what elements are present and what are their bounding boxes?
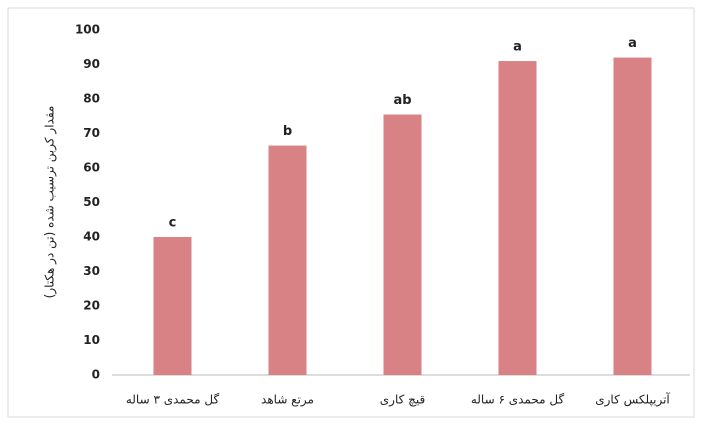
x-tick-label: گل محمدی ۳ ساله: [126, 393, 220, 407]
x-tick-label: قیچ کاری: [380, 393, 425, 408]
y-tick-label: 50: [83, 195, 100, 209]
bar: [383, 114, 422, 376]
y-tick-label: 90: [83, 57, 100, 71]
annotation: c: [169, 216, 177, 231]
y-tick-label: 100: [75, 23, 100, 37]
bar: [153, 237, 192, 375]
annotation: a: [513, 40, 522, 55]
y-axis-title: مقدار کربن ترسیب شده (تن در هکتار): [43, 106, 58, 299]
bar: [613, 57, 652, 375]
y-tick-label: 70: [83, 126, 100, 140]
annotation: b: [283, 124, 292, 139]
annotation: ab: [393, 93, 411, 108]
annotation: a: [628, 36, 637, 51]
x-tick-label: گل محمدی ۶ ساله: [471, 393, 565, 407]
y-tick-label: 40: [83, 230, 100, 244]
bar: [498, 61, 537, 376]
x-tick-label: آتریپلکس کاری: [595, 392, 670, 408]
y-tick-label: 80: [83, 92, 100, 106]
y-tick-label: 10: [83, 333, 100, 347]
bar: [268, 145, 307, 375]
y-tick-label: 60: [83, 161, 100, 175]
y-tick-label: 30: [83, 264, 100, 278]
y-tick-label: 20: [83, 299, 100, 313]
y-tick-label: 0: [92, 368, 100, 382]
x-tick-label: مرتع شاهد: [261, 393, 314, 408]
chart-frame: [7, 7, 695, 418]
